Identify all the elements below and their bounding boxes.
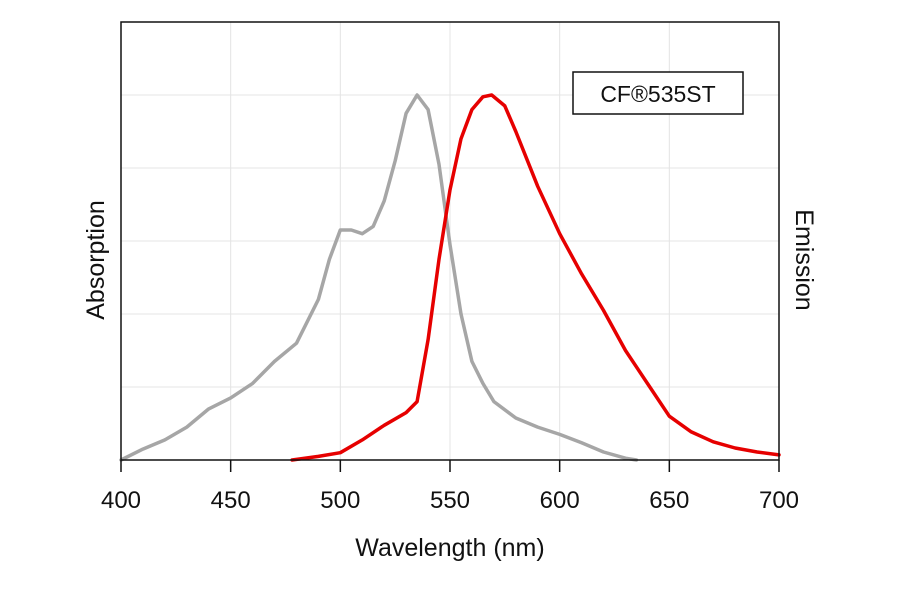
y-axis-right-label: Emission xyxy=(790,209,818,310)
x-ticks: 400 450 500 550 600 650 700 xyxy=(101,460,799,514)
legend-box: CF®535ST xyxy=(572,71,744,115)
x-tick-label: 700 xyxy=(759,487,799,514)
emission-curve xyxy=(290,93,781,462)
x-tick-label: 550 xyxy=(430,487,470,514)
x-tick-label: 500 xyxy=(320,487,360,514)
x-tick-label: 450 xyxy=(211,487,251,514)
series-lines xyxy=(119,93,781,462)
y-axis-left-label: Absorption xyxy=(82,200,110,320)
absorption-curve xyxy=(119,93,639,462)
x-axis-label: Wavelength (nm) xyxy=(355,534,544,562)
legend-text: CF®535ST xyxy=(600,81,715,107)
x-tick-label: 650 xyxy=(649,487,689,514)
x-tick-label: 600 xyxy=(540,487,580,514)
x-tick-label: 400 xyxy=(101,487,141,514)
